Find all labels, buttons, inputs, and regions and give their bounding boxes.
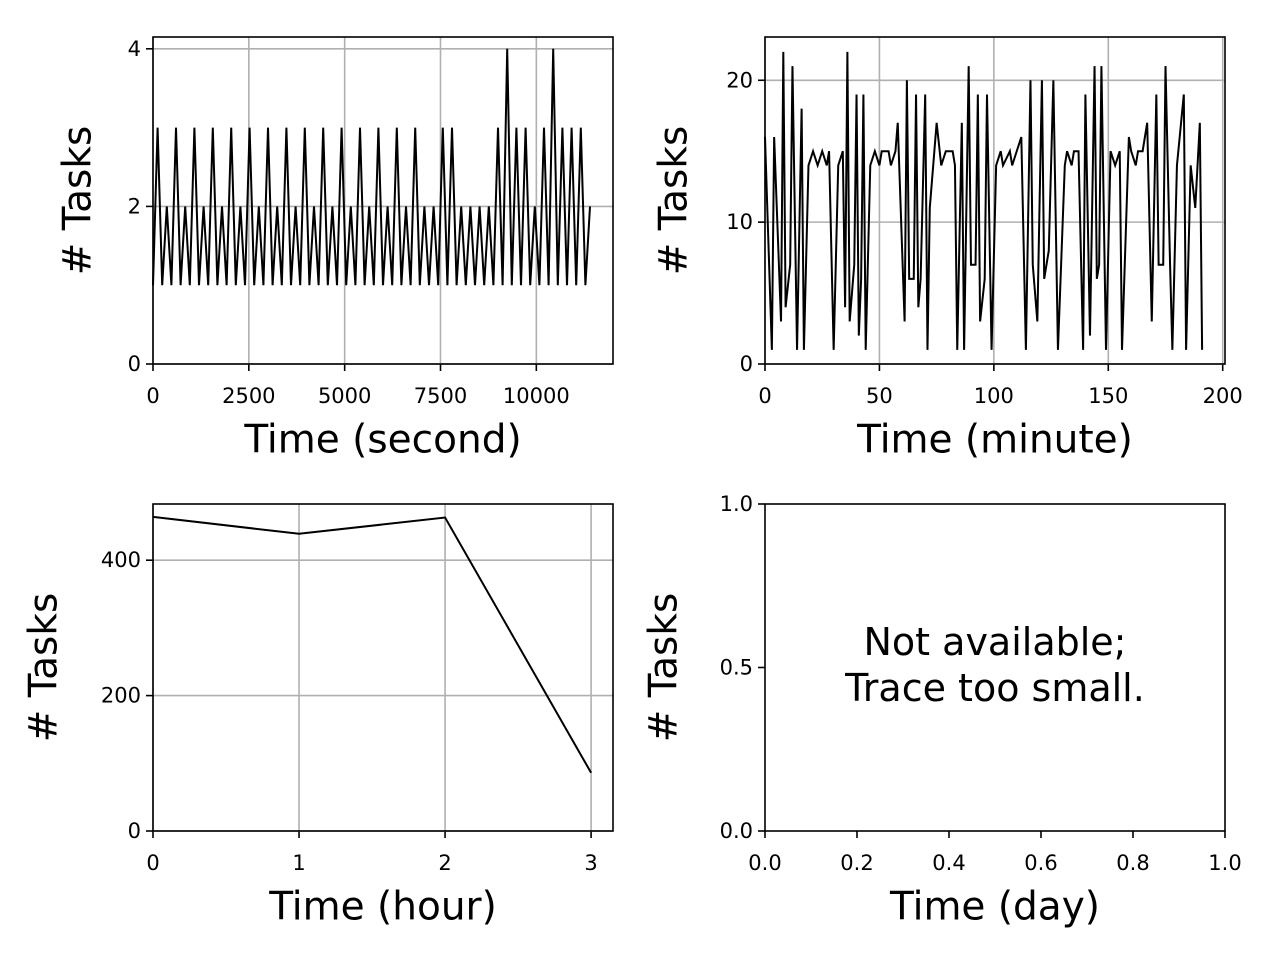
subplot: 0 2500 5000 7500 10000 0 2 4 Time (second) # Task… — [56, 36, 614, 463]
y-tick-label: 0 — [128, 819, 141, 843]
x-tick-label: 200 — [1203, 384, 1243, 408]
data-line — [764, 51, 1204, 350]
y-axis-label: # Tasks — [642, 593, 687, 743]
x-tick-label: 7500 — [414, 384, 467, 408]
subplot: 0 1 2 3 0 200 400 Time (hour) # Tasks — [22, 503, 614, 930]
y-tick-label: 200 — [101, 684, 141, 708]
y-tick-label: 0 — [740, 352, 753, 376]
y-tick-label: 0.0 — [720, 819, 753, 843]
x-tick-label: 0.6 — [1024, 851, 1057, 875]
y-tick-label: 2 — [128, 194, 141, 218]
x-tick-label: 10000 — [503, 384, 570, 408]
x-tick-label: 2500 — [222, 384, 275, 408]
x-axis-label: Time (second) — [243, 418, 521, 463]
data-line — [152, 515, 592, 774]
x-tick-label: 0 — [146, 851, 159, 875]
y-tick-label: 1.0 — [720, 492, 753, 516]
x-tick-label: 1 — [292, 851, 305, 875]
y-tick-label: 400 — [101, 548, 141, 572]
x-tick-label: 0.4 — [932, 851, 965, 875]
annotation: Trace too small. — [844, 666, 1145, 710]
x-tick-label: 0 — [758, 384, 771, 408]
x-tick-label: 2 — [438, 851, 451, 875]
x-axis-label: Time (day) — [889, 885, 1100, 930]
axes-frame — [152, 503, 614, 832]
x-tick-label: 0.2 — [840, 851, 873, 875]
y-tick-label: 0.5 — [720, 656, 753, 680]
x-tick-label: 5000 — [318, 384, 371, 408]
y-axis-label: # Tasks — [22, 593, 67, 743]
y-tick-label: 4 — [128, 37, 141, 61]
axes-frame — [152, 36, 614, 365]
y-axis-label: # Tasks — [652, 126, 697, 276]
y-axis-label: # Tasks — [56, 126, 101, 276]
subplot: 0.0 0.2 0.4 0.6 0.8 1.0 0.0 0.5 1.0 Not available… — [642, 492, 1242, 930]
x-tick-label: 150 — [1088, 384, 1128, 408]
annotation: Not available; — [864, 620, 1127, 664]
x-axis-label: Time (hour) — [268, 885, 497, 930]
x-tick-label: 1.0 — [1208, 851, 1241, 875]
y-tick-label: 0 — [128, 352, 141, 376]
data-line — [152, 48, 591, 286]
x-tick-label: 0.8 — [1116, 851, 1149, 875]
x-tick-label: 3 — [584, 851, 597, 875]
axes-frame — [764, 36, 1226, 365]
axes-frame — [764, 503, 1226, 832]
x-tick-label: 0.0 — [748, 851, 781, 875]
x-axis-label: Time (minute) — [856, 418, 1133, 463]
x-tick-label: 50 — [866, 384, 893, 408]
subplot: 0 50 100 150 200 0 10 20 Time (minute) # Tasks — [652, 36, 1243, 463]
x-tick-label: 0 — [146, 384, 159, 408]
x-tick-label: 100 — [974, 384, 1014, 408]
y-tick-label: 10 — [726, 210, 753, 234]
y-tick-label: 20 — [726, 68, 753, 92]
